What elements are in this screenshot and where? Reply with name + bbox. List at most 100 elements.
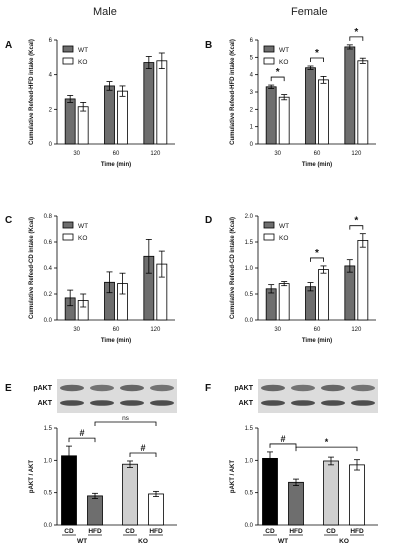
panel-e-y-tick-label: 0.0 [44, 523, 53, 529]
panel-e-sig-bracket [94, 421, 157, 426]
panel-e-blot-background [57, 379, 177, 413]
col-title-male: Male [93, 6, 117, 18]
panel-e-sig-bracket [68, 437, 96, 443]
panel-c-x-tick-label: 60 [113, 327, 120, 333]
panel-a-bar-wt [64, 98, 76, 145]
panel-d-legend-swatch-ko [263, 233, 275, 241]
panel-c-legend-swatch-wt [62, 221, 74, 229]
panel-b-bar-ko [357, 60, 369, 145]
panel-c-x-tick-label: 30 [73, 327, 80, 333]
panel-e-blot-band [120, 384, 144, 392]
panel-e-western-blot [57, 379, 177, 413]
panel-f-group-label: KO [339, 538, 349, 545]
panel-b-y-tick-label: 4 [250, 73, 254, 79]
panel-a-legend-label: KO [78, 59, 87, 66]
panel-d-letter: D [205, 215, 212, 226]
panel-d-legend-label: KO [279, 235, 288, 242]
panel-b-sig-bracket [310, 57, 324, 62]
panel-b-xlabel: Time (min) [302, 162, 332, 168]
panel-d-y-tick-label: 0.0 [245, 318, 254, 324]
panel-f-y-tick-label: 0.5 [245, 491, 254, 497]
panel-b-y-tick-label: 1 [250, 125, 254, 131]
panel-d-bar-ko [318, 269, 329, 321]
panel-d-bar-ko [278, 283, 290, 321]
panel-a-y-tick-label: 0 [49, 142, 53, 148]
panel-f-bar-label: CD [326, 528, 336, 535]
panel-a-y-tick-label: 6 [49, 38, 53, 44]
panel-a-x-tick-label: 30 [73, 151, 80, 157]
panel-a-bar-wt [143, 62, 155, 145]
panel-b-legend-swatch-wt [263, 45, 275, 53]
panel-c-x-tick-label: 120 [150, 327, 161, 333]
panel-c-ylabel: Cumulative Refeed-CD intake (Kcal) [29, 217, 35, 319]
panel-f-blot-background [258, 379, 378, 413]
panel-b-x-tick-label: 60 [314, 151, 321, 157]
panel-b-y-tick-label: 0 [250, 142, 254, 148]
panel-b-ylabel: Cumulative Refeed-HFD intake (Kcal) [230, 39, 236, 145]
col-title-female: Female [291, 6, 328, 18]
panel-d-sig-label: * [315, 248, 319, 259]
panel-f-blot-label-akt: AKT [239, 400, 254, 407]
panel-e-group-label: WT [77, 538, 87, 545]
panel-e-bar-hfd [148, 493, 164, 526]
panel-b-sig-bracket [270, 76, 285, 82]
panel-e-y-tick-label: 1.0 [44, 458, 53, 464]
panel-e-blot-band [60, 384, 84, 392]
panel-e-letter: E [5, 383, 12, 394]
panel-d-bar-wt [305, 286, 316, 321]
panel-e-ylabel: pAKT / AKT [29, 460, 35, 493]
panel-e-bar-hfd [87, 495, 103, 526]
panel-d-legend-label: WT [279, 223, 289, 230]
panel-d-y-tick-label: 0.5 [245, 292, 254, 298]
panel-e-bar-label: HFD [88, 528, 102, 535]
panel-f-sig-label: * [325, 437, 329, 447]
panel-d-ylabel: Cumulative Refeed-CD intake (Kcal) [230, 217, 236, 319]
panel-a-letter: A [5, 40, 12, 51]
panel-a-ylabel: Cumulative Refeed-HFD intake (Kcal) [29, 39, 35, 145]
panel-a-bar-ko [156, 60, 168, 145]
panel-e-group-label: KO [138, 538, 148, 545]
panel-b-legend-label: KO [279, 59, 288, 66]
panel-a-bar-ko [77, 106, 89, 145]
panel-f-ylabel: pAKT / AKT [230, 460, 236, 493]
panel-e-bar-label: CD [64, 528, 74, 535]
panel-b-sig-label: * [354, 27, 358, 38]
panel-b-bar-wt [344, 46, 356, 145]
panel-f-blot-band [351, 384, 375, 392]
panel-e-blot-label-akt: AKT [38, 400, 53, 407]
panel-a-legend-swatch-wt [62, 45, 74, 53]
panel-b-bar-wt [265, 86, 277, 145]
panel-f-bar-label: HFD [350, 528, 364, 535]
panel-f-bar-cd [262, 457, 278, 526]
panel-e-blot-band [60, 400, 84, 406]
panel-c-y-tick-label: 0.2 [44, 292, 53, 298]
panel-f-blot-band [291, 384, 315, 392]
panel-d-x-tick-label: 60 [314, 327, 321, 333]
panel-b-bar-ko [318, 79, 329, 145]
panel-b-sig-label: * [276, 67, 280, 78]
panel-b-letter: B [205, 40, 212, 51]
panel-d-x-tick-label: 120 [351, 327, 362, 333]
panel-e-sig-label: # [140, 443, 145, 453]
panel-e-blot-label-pakt: pAKT [33, 385, 52, 392]
panel-e-sig-label: # [79, 428, 84, 438]
panel-f-bar-hfd [349, 464, 365, 526]
panel-c-y-tick-label: 0.4 [44, 266, 53, 272]
panel-d-sig-bracket [310, 257, 324, 262]
panel-a-bar-ko [117, 90, 128, 145]
panel-e-y-tick-label: 0.5 [44, 491, 53, 497]
panel-b-bar-wt [305, 67, 316, 145]
panel-f-blot-band [291, 400, 315, 406]
panel-f-group-label: WT [278, 538, 288, 545]
panel-d-bar-wt [265, 288, 277, 321]
panel-a-x-tick-label: 120 [150, 151, 161, 157]
panel-e-blot-band [90, 400, 114, 406]
panel-b-bar-ko [278, 96, 290, 145]
panel-d-sig-label: * [354, 216, 358, 227]
panel-a-legend-label: WT [78, 47, 88, 54]
panel-a-bar-wt [104, 85, 115, 145]
panel-e-sig-label: ns [122, 415, 130, 422]
panel-e-bar-cd [122, 463, 138, 526]
panel-b-sig-bracket [349, 36, 364, 41]
panel-d-x-tick-label: 30 [274, 327, 281, 333]
